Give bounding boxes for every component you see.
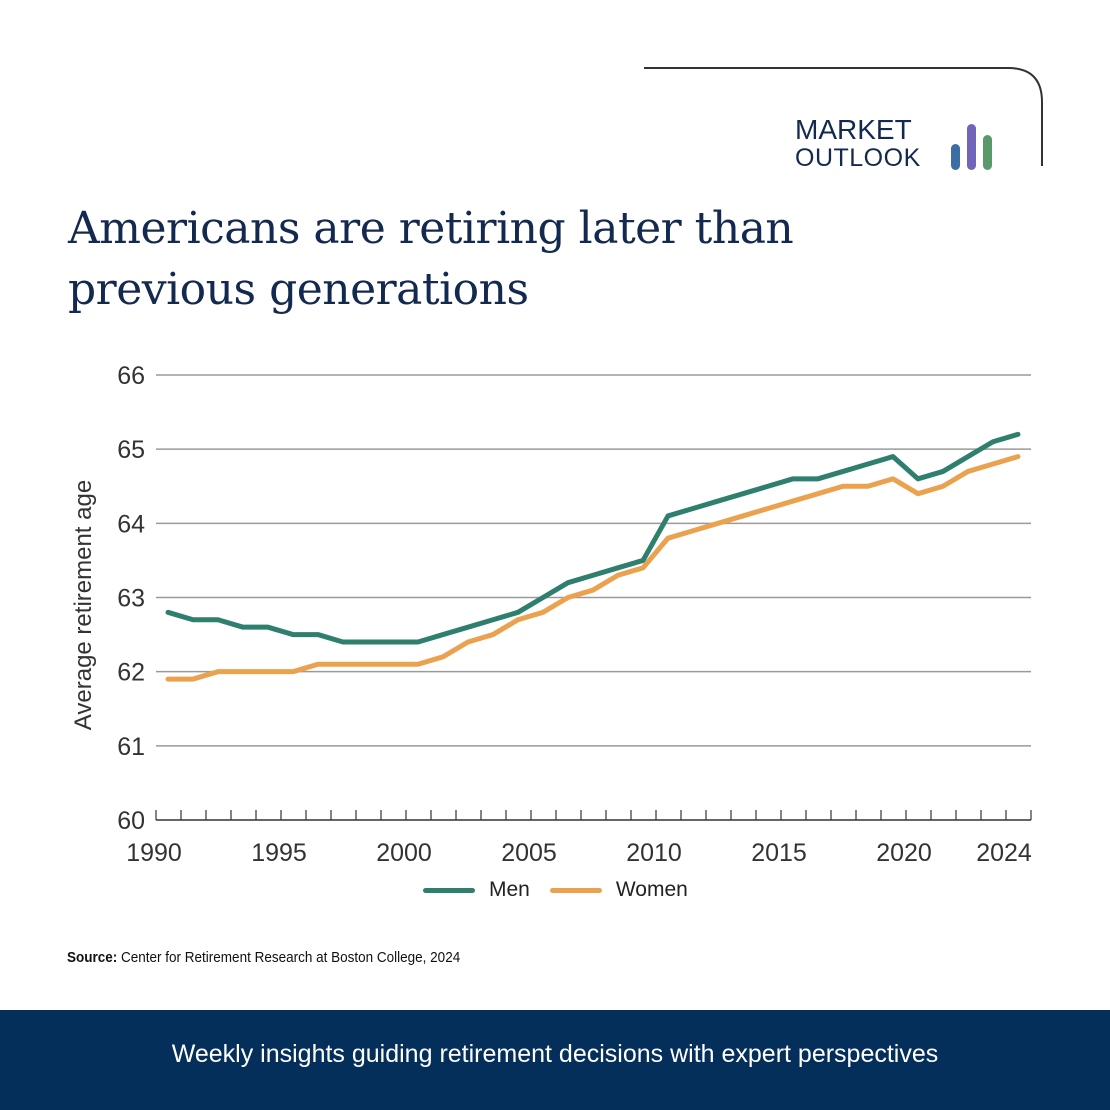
- legend-swatch-men: [423, 887, 475, 893]
- y-tick-label: 66: [117, 362, 145, 390]
- y-tick-label: 63: [117, 585, 145, 613]
- legend-label-women: Women: [615, 878, 688, 901]
- legend-item-men: Men: [423, 878, 530, 902]
- x-tick-label: 2015: [751, 839, 807, 867]
- y-axis-label: Average retirement age: [70, 480, 97, 730]
- y-tick-label: 64: [117, 510, 145, 538]
- x-tick-label: 1995: [251, 839, 307, 867]
- chart-legend: Men Women: [423, 878, 708, 902]
- y-tick-label: 60: [117, 807, 145, 835]
- source-text: Center for Retirement Research at Boston…: [117, 949, 461, 966]
- x-tick-label: 1990: [126, 839, 182, 867]
- logo-bar-2: [967, 124, 976, 170]
- legend-swatch-women: [549, 887, 602, 893]
- brand-line1: MARKET: [795, 114, 912, 145]
- legend-item-women: Women: [549, 878, 688, 902]
- footer-text: Weekly insights guiding retirement decis…: [171, 1039, 939, 1068]
- x-tick-label: 2010: [626, 839, 682, 867]
- brand-logo: MARKET OUTLOOK: [795, 114, 921, 172]
- page-title: Americans are retiring later than previo…: [68, 203, 794, 315]
- x-tick-label: 2020: [876, 839, 932, 867]
- series-line-women: [165, 454, 1021, 682]
- y-tick-label: 65: [117, 436, 145, 464]
- x-tick-label: 2024: [976, 839, 1032, 867]
- x-tick-label: 2005: [501, 839, 557, 867]
- series-line-men: [165, 431, 1021, 645]
- footer-banner: Weekly insights guiding retirement decis…: [0, 1010, 1110, 1110]
- x-tick-label: 2000: [376, 839, 432, 867]
- bar-chart-logo-icon: [951, 120, 995, 170]
- brand-line2: OUTLOOK: [795, 144, 921, 172]
- source-label: Source:: [67, 949, 118, 966]
- logo-bar-1: [951, 144, 960, 170]
- logo-bar-3: [983, 135, 992, 170]
- y-tick-label: 61: [117, 733, 145, 761]
- legend-label-men: Men: [489, 878, 530, 901]
- decorative-frame-line: [644, 67, 1043, 166]
- source-note: Source: Center for Retirement Research a…: [67, 949, 460, 966]
- y-tick-label: 62: [117, 659, 145, 687]
